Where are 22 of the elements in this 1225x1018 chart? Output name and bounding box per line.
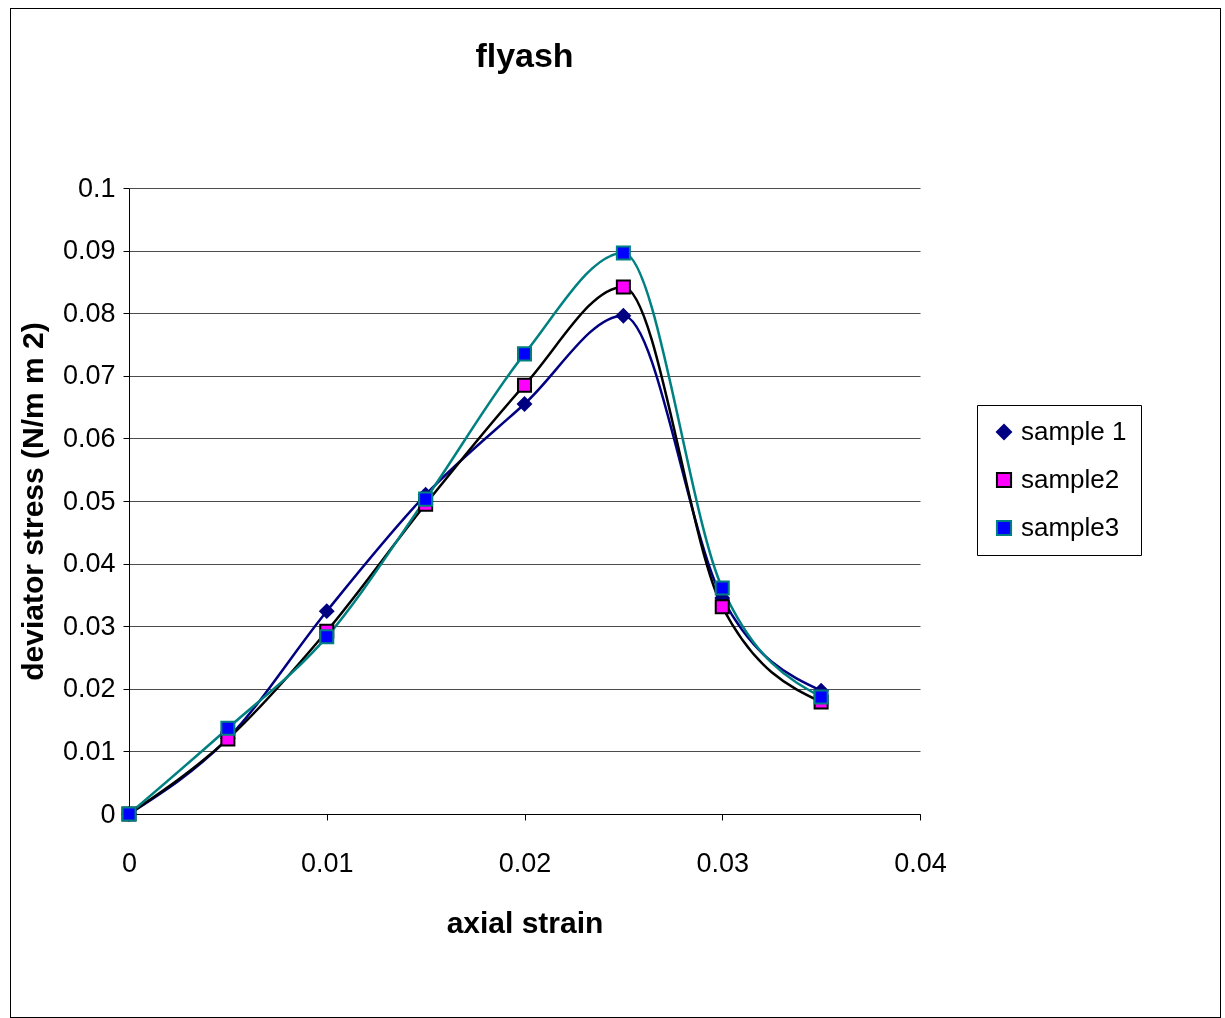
y-tick-label: 0.07: [62, 360, 116, 391]
y-tick-label: 0.06: [62, 422, 116, 453]
x-tick-label: 0: [121, 847, 138, 878]
chart-title: flyash: [475, 36, 574, 74]
y-tick-label: 0.09: [62, 235, 116, 266]
y-tick-label: 0.1: [77, 172, 116, 203]
y-tick-label: 0.01: [62, 735, 116, 766]
y-tick-label: 0.08: [62, 297, 116, 328]
x-tick-label: 0.01: [300, 847, 354, 878]
y-tick-label: 0.03: [62, 610, 116, 641]
x-tick-label: 0.02: [498, 847, 552, 878]
y-axis-title: deviator stress (N/m m 2): [15, 322, 49, 681]
y-tick-label: 0.05: [62, 485, 116, 516]
y-tick-label: 0.04: [62, 548, 116, 579]
legend-label: sample 1: [1021, 416, 1127, 446]
x-tick-label: 0.03: [696, 847, 750, 878]
y-tick-label: 0: [100, 798, 116, 829]
x-tick-label: 0.04: [894, 847, 947, 878]
x-axis-title: axial strain: [446, 905, 604, 939]
legend-label: sample2: [1021, 464, 1120, 494]
y-tick-label: 0.02: [62, 673, 116, 704]
legend-label: sample3: [1021, 512, 1120, 542]
